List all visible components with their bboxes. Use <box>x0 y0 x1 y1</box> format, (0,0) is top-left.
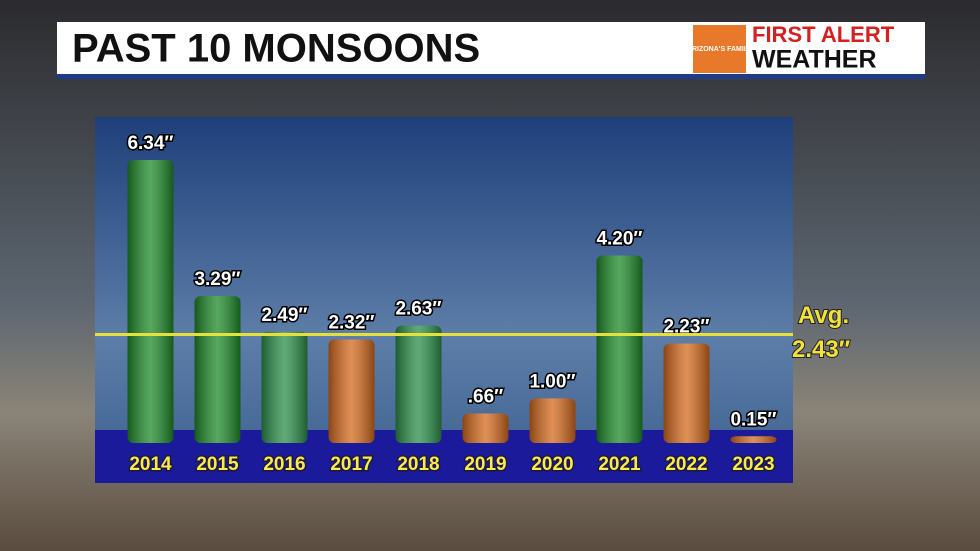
value-label: 2.63″ <box>395 299 441 320</box>
chart-title: PAST 10 MONSOONS <box>72 27 480 71</box>
value-label: 2.32″ <box>328 312 374 333</box>
bar-shine <box>127 160 174 443</box>
average-value-label: 2.43″ <box>792 336 851 363</box>
bar-shine <box>328 339 375 443</box>
x-tick-label: 2021 <box>598 454 641 475</box>
value-label: 6.34″ <box>127 133 173 154</box>
bar-shine <box>596 255 643 443</box>
bar-shine <box>462 413 509 443</box>
value-label: 3.29″ <box>194 269 240 290</box>
logo-line1: FIRST ALERT <box>752 22 895 47</box>
x-tick-label: 2018 <box>397 454 439 475</box>
bar-shine <box>529 398 576 443</box>
logo-box <box>693 25 746 73</box>
logo-brand: ARIZONA'S FAMILY <box>687 46 753 53</box>
x-tick-label: 2016 <box>263 454 305 475</box>
value-label: .66″ <box>468 387 504 408</box>
value-label: 4.20″ <box>596 229 642 250</box>
title-bar <box>57 22 925 78</box>
x-tick-label: 2020 <box>531 454 573 475</box>
x-tick-label: 2019 <box>464 454 506 475</box>
title-underline <box>57 74 925 79</box>
value-label: 2.49″ <box>261 305 307 326</box>
x-tick-label: 2017 <box>330 454 372 475</box>
x-tick-label: 2023 <box>732 454 774 475</box>
x-tick-label: 2022 <box>665 454 707 475</box>
bar-shine <box>663 343 710 443</box>
average-label: Avg. <box>798 302 849 329</box>
bar-shine <box>261 331 308 443</box>
bar-shine <box>194 296 241 443</box>
x-tick-label: 2014 <box>129 454 172 475</box>
value-label: 0.15″ <box>730 409 776 430</box>
bar-shine <box>730 436 777 443</box>
x-tick-label: 2015 <box>196 454 239 475</box>
value-label: 1.00″ <box>529 371 575 392</box>
logo-line2: WEATHER <box>752 46 877 74</box>
bar-shine <box>395 325 442 443</box>
